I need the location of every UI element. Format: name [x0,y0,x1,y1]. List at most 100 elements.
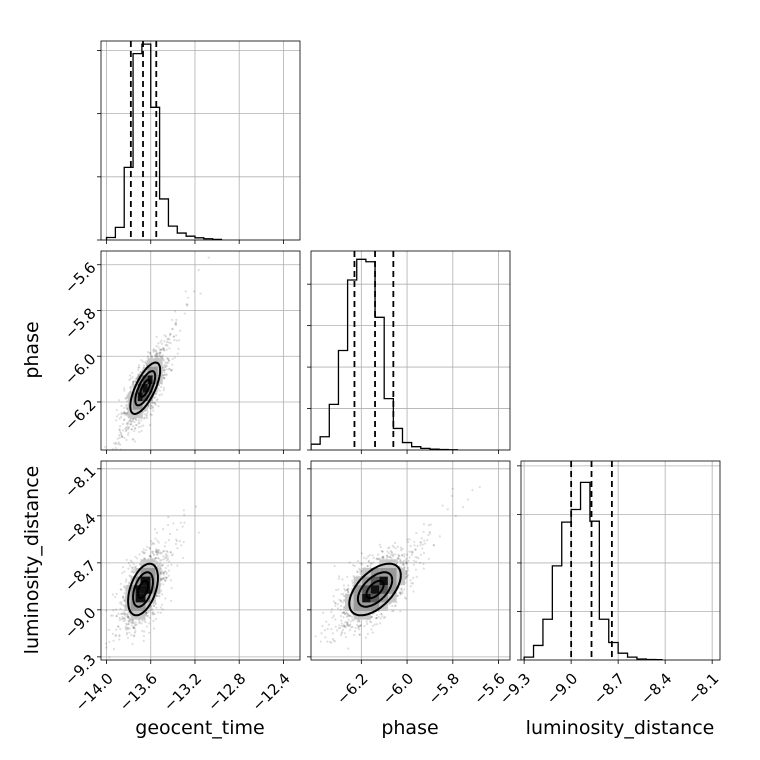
scatter-point [156,553,159,556]
scatter-point [153,612,156,616]
scatter-point [155,349,158,352]
scatter-point [169,551,172,554]
scatter-point [357,626,360,629]
scatter-point [110,454,112,456]
scatter-point [134,565,137,568]
scatter-point [157,557,161,560]
scatter-point [366,565,369,568]
scatter-point [130,566,133,569]
scatter-point [412,590,415,593]
scatter-point [158,389,161,392]
scatter-point [109,466,111,468]
scatter-point [350,615,354,618]
scatter-point [127,620,130,623]
scatter-point [168,560,171,563]
scatter-point [356,570,359,573]
scatter-point [152,349,155,352]
scatter-point [359,624,362,627]
scatter-point [140,622,143,625]
scatter-point [145,415,148,418]
scatter-point [95,672,97,674]
scatter-point [404,559,407,562]
scatter-point [135,423,139,426]
scatter-point [396,560,399,563]
scatter-point [162,558,166,561]
scatter-point [414,560,418,563]
scatter-point [133,427,137,431]
scatter-point [156,562,159,565]
scatter-point [163,550,166,553]
scatter-point [119,607,122,610]
scatter-point [168,367,171,371]
scatter-point [138,366,141,369]
scatter-point [389,555,392,558]
scatter-point [344,626,347,629]
scatter-point [155,560,158,563]
density-cell [137,383,143,393]
scatter-point [353,564,356,568]
scatter-point [404,577,407,580]
scatter-point [114,634,117,638]
scatter-point [359,624,362,628]
scatter-point [162,347,165,350]
scatter-point [159,559,162,562]
scatter-point [154,537,157,540]
scatter-point [388,546,391,549]
scatter-point [393,541,397,544]
scatter-point [123,586,126,589]
scatter-point [118,436,121,439]
scatter-point [157,551,160,555]
scatter-point [155,606,158,609]
scatter-point [366,632,370,635]
scatter-point [132,627,135,630]
scatter-point [400,587,403,590]
scatter-point [167,516,170,519]
scatter-point [153,557,156,560]
scatter-point [137,422,141,425]
scatter-point [299,685,301,687]
scatter-point [97,652,99,654]
scatter-point [123,604,126,608]
scatter-point [419,541,422,544]
scatter-point [151,613,155,616]
scatter-point [411,582,415,585]
scatter-point [405,571,408,575]
scatter-point [160,339,163,342]
scatter-point [124,397,127,400]
scatter-point [123,418,126,421]
scatter-point [371,554,374,557]
scatter-point [391,610,394,613]
scatter-point [432,544,435,547]
scatter-point [131,571,134,574]
scatter-point [343,625,346,628]
scatter-point [331,632,334,635]
scatter-point [349,620,352,623]
scatter-point [128,374,132,377]
scatter-point [115,615,118,618]
scatter-point [122,604,125,607]
scatter-point [152,552,155,555]
scatter-point [323,629,327,632]
scatter-point [352,564,355,567]
scatter-point [120,603,123,606]
scatter-point [381,555,385,559]
scatter-point [392,609,395,612]
scatter-point [135,377,139,380]
scatter-point [159,351,162,354]
scatter-point [332,595,335,598]
scatter-point [348,624,351,627]
scatter-point [121,595,125,599]
scatter-point [146,610,149,614]
density-cell [127,409,133,419]
scatter-point [163,579,167,583]
scatter-point [162,358,165,361]
scatter-point [162,576,165,579]
scatter-point [165,343,168,346]
scatter-point [132,380,136,383]
scatter-point [133,421,136,424]
scatter-point [375,623,379,626]
scatter-point [154,557,157,560]
scatter-point [330,608,334,611]
scatter-point [162,349,166,352]
scatter-point [354,626,357,630]
